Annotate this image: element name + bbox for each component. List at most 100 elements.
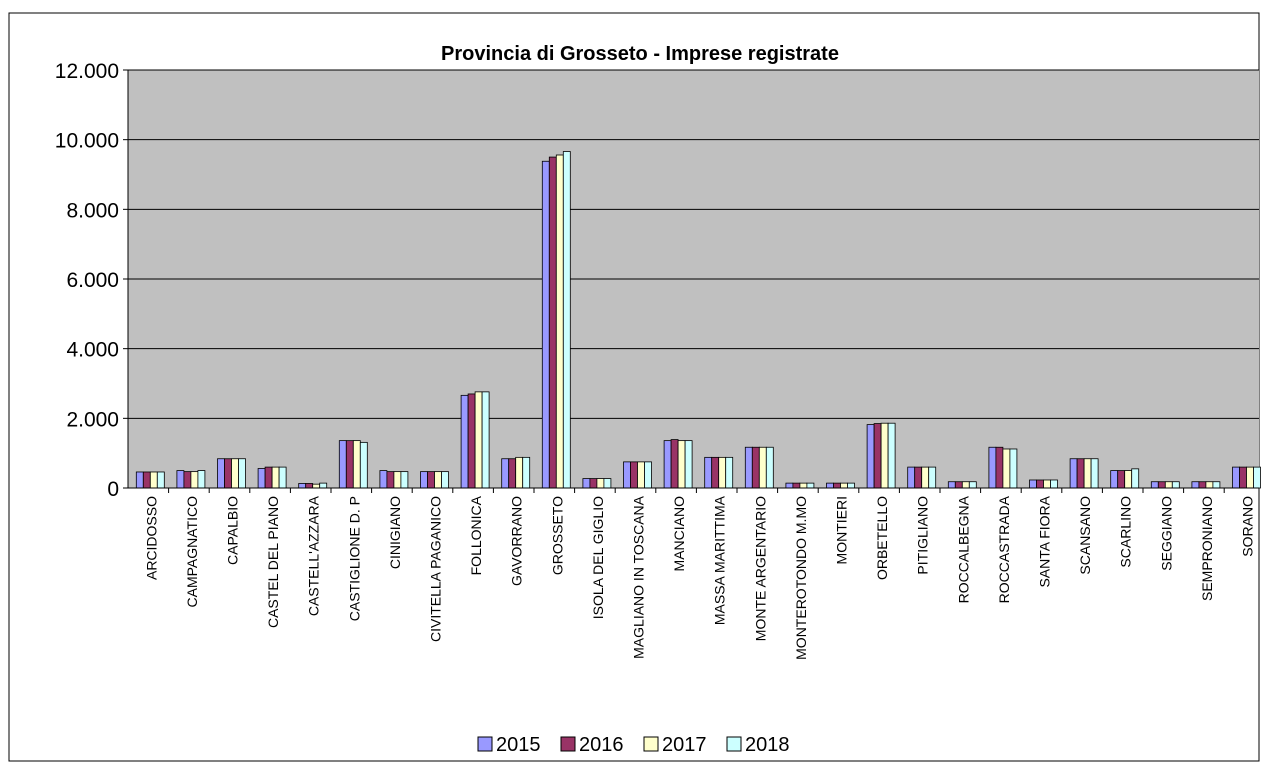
bar: [718, 456, 727, 489]
bar: [156, 471, 165, 489]
bar: [1050, 479, 1058, 489]
bar: [670, 439, 679, 489]
bar: [582, 478, 591, 489]
bar: [1036, 479, 1044, 489]
x-axis-labels: ARCIDOSSO CAMPAGNATICO CAPALBIO CASTEL DEL …: [143, 495, 1255, 660]
bar: [264, 466, 273, 489]
bar: [684, 440, 693, 489]
bar: [866, 424, 875, 489]
bar: [393, 471, 402, 489]
bar: [1239, 466, 1247, 489]
bar: [1131, 468, 1140, 489]
bar: [928, 466, 937, 489]
x-tick-label: CAMPAGNATICO: [184, 496, 200, 608]
x-tick-label: MANCIANO: [671, 496, 687, 572]
bar: [637, 461, 645, 489]
bar: [508, 458, 517, 489]
x-tick-label: MONTE ARGENTARIO: [752, 496, 768, 641]
bar: [420, 471, 428, 489]
bar: [1009, 448, 1018, 489]
bar: [1246, 466, 1254, 489]
bar: [278, 466, 287, 489]
legend-label: 2016: [579, 734, 624, 756]
bar: [1212, 481, 1221, 489]
bar: [840, 482, 848, 489]
bar: [224, 458, 232, 489]
bar: [1076, 458, 1085, 489]
bar: [441, 471, 449, 489]
bar: [427, 471, 435, 489]
bar: [1253, 466, 1261, 489]
bar: [725, 456, 734, 489]
bar: [1198, 481, 1207, 489]
bar: [1069, 458, 1078, 489]
legend: 2015 2016 2017 2018: [477, 734, 790, 756]
bar: [555, 154, 564, 489]
bar: [1110, 470, 1119, 489]
x-tick-label: SEGGIANO: [1158, 496, 1174, 571]
x-tick-label: SEMPRONIANO: [1199, 496, 1215, 601]
x-tick-label: GROSSETO: [549, 496, 565, 575]
bar: [1171, 481, 1180, 489]
bar: [954, 481, 963, 489]
bar: [1205, 481, 1214, 489]
bar: [663, 440, 672, 489]
bar: [176, 470, 185, 489]
y-tick-label: 8.000: [66, 199, 119, 222]
x-tick-label: CIVITELLA PAGANICO: [428, 496, 444, 642]
bar: [1124, 470, 1133, 489]
bar: [460, 394, 469, 489]
x-tick-label: SORANO: [1240, 496, 1256, 557]
bar: [1150, 481, 1159, 489]
bar: [914, 466, 923, 489]
bar: [1232, 466, 1240, 489]
bar: [758, 446, 767, 489]
bar: [751, 446, 760, 489]
gridlines: [128, 69, 1259, 419]
bar: [880, 422, 889, 489]
bar: [826, 482, 834, 489]
bar: [217, 458, 225, 489]
y-tick-label: 4.000: [66, 339, 119, 362]
bar: [481, 391, 490, 489]
bar: [149, 471, 158, 489]
bar: [541, 160, 550, 489]
legend-label: 2015: [496, 734, 541, 756]
bar: [603, 478, 612, 489]
bar: [515, 456, 524, 489]
y-tick-label: 10.000: [55, 130, 119, 153]
bar: [873, 423, 882, 489]
bar: [359, 441, 368, 489]
bar: [522, 456, 531, 489]
bar: [345, 440, 354, 489]
bar: [352, 440, 361, 489]
bar: [968, 481, 977, 489]
x-tick-label: CASTEL DEL PIANO: [265, 496, 281, 628]
bar: [434, 471, 442, 489]
y-tick-label: 6.000: [66, 269, 119, 292]
bar: [677, 440, 686, 489]
bar: [847, 482, 855, 489]
y-axis-ticks: 0 2.000 4.000 6.000 8.000 10.000 12.000: [55, 60, 128, 501]
legend-swatch: [643, 736, 659, 752]
bar: [548, 156, 557, 489]
x-tick-label: MASSA MARITTIMA: [712, 495, 728, 625]
bar: [907, 466, 916, 489]
bar: [190, 471, 199, 489]
x-tick-label: CASTIGLIONE D. P: [346, 496, 362, 621]
bar: [704, 456, 713, 489]
bar: [501, 458, 510, 489]
x-tick-label: CASTELL'AZZARA: [306, 495, 322, 616]
x-tick-label: CAPALBIO: [225, 496, 241, 565]
x-tick-label: SCANSANO: [1077, 496, 1093, 575]
legend-swatch: [726, 736, 742, 752]
bar: [474, 391, 483, 489]
bar: [596, 478, 605, 489]
bar: [238, 458, 246, 489]
bar: [1164, 481, 1173, 489]
bar: [765, 446, 774, 489]
bar: [630, 461, 638, 489]
bar: [562, 151, 571, 489]
bar: [183, 471, 192, 489]
bar: [400, 471, 409, 489]
